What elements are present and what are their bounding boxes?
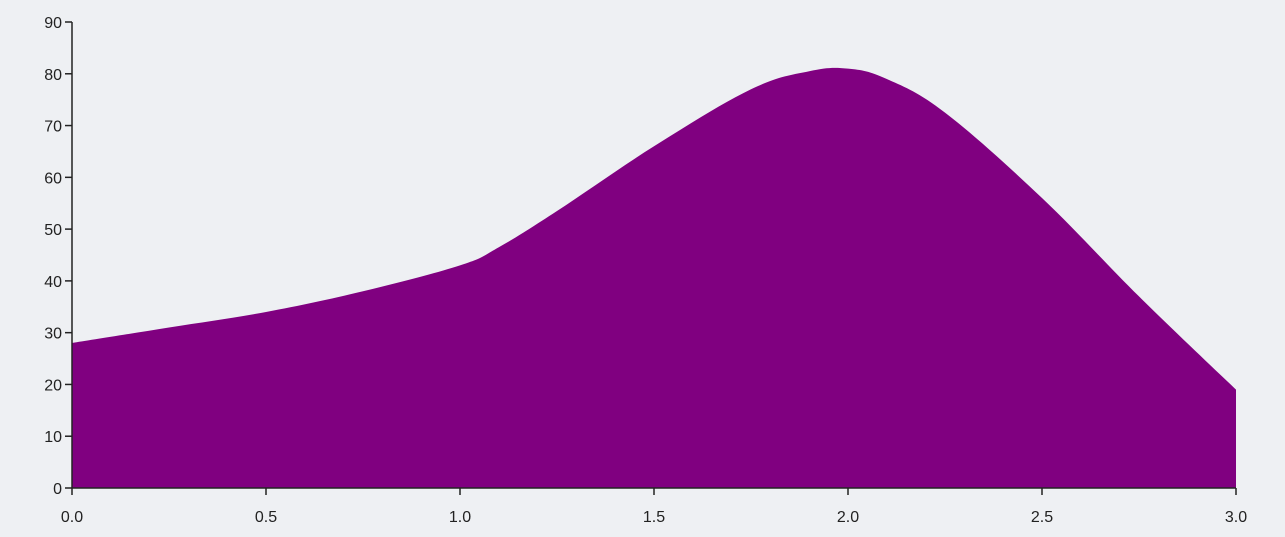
y-tick-label: 60 [44, 170, 62, 187]
y-tick-label: 80 [44, 67, 62, 84]
plot-area [72, 67, 1236, 489]
x-tick-label: 1.0 [449, 509, 471, 526]
y-tick-label: 40 [44, 274, 62, 291]
x-tick-label: 2.0 [837, 509, 859, 526]
x-tick-label: 0.5 [255, 509, 277, 526]
x-tick-label: 0.0 [61, 509, 83, 526]
y-tick-label: 50 [44, 222, 62, 239]
y-tick-label: 0 [53, 481, 62, 498]
y-tick-label: 90 [44, 15, 62, 32]
y-tick-label: 20 [44, 377, 62, 394]
y-tick-label: 10 [44, 429, 62, 446]
x-tick-label: 2.5 [1031, 509, 1053, 526]
y-tick-label: 70 [44, 119, 62, 136]
x-tick-label: 1.5 [643, 509, 665, 526]
x-axis: 0.0 0.5 1.0 1.5 2.0 2.5 3.0 [61, 487, 1247, 526]
x-tick-label: 3.0 [1225, 509, 1247, 526]
y-axis: 0 10 20 30 40 50 60 70 80 90 [44, 15, 73, 498]
y-tick-label: 30 [44, 326, 62, 343]
area-series-0 [72, 67, 1236, 489]
